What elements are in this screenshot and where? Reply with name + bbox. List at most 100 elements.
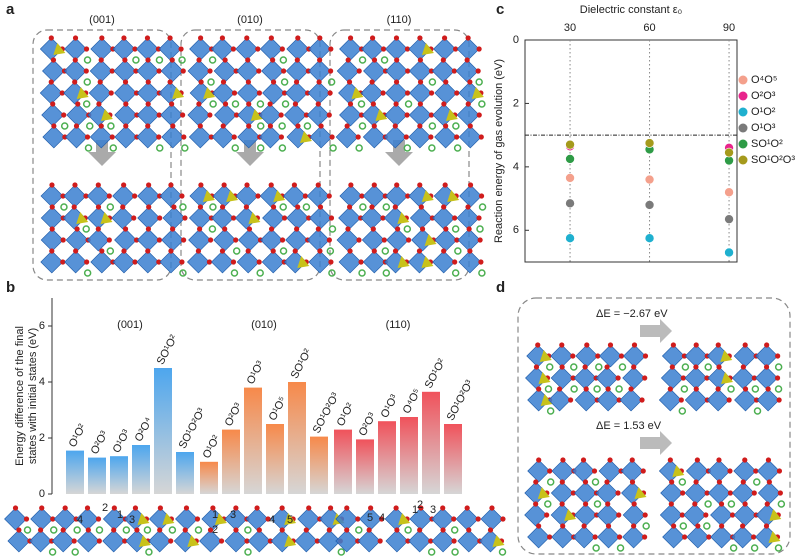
facet-label: (010) bbox=[237, 14, 263, 26]
polyhedron bbox=[471, 87, 484, 99]
polyhedron bbox=[684, 344, 708, 368]
polyhedron bbox=[284, 513, 297, 525]
atom bbox=[629, 479, 636, 485]
atom bbox=[478, 100, 486, 108]
atom bbox=[279, 505, 285, 511]
y-tick-label: 4 bbox=[513, 161, 519, 173]
atom bbox=[570, 490, 576, 496]
atom bbox=[179, 259, 185, 265]
polyhedron bbox=[634, 487, 647, 499]
polyhedron bbox=[339, 37, 362, 61]
point bbox=[565, 139, 575, 150]
atom bbox=[267, 101, 273, 107]
atom bbox=[500, 516, 506, 522]
atom bbox=[267, 123, 274, 129]
polyhedron bbox=[456, 103, 480, 127]
atom bbox=[428, 122, 437, 130]
atom bbox=[180, 112, 186, 118]
polyhedron bbox=[434, 228, 458, 252]
atom bbox=[406, 237, 412, 243]
atom bbox=[466, 226, 472, 232]
atom bbox=[695, 523, 701, 529]
polyhedron bbox=[282, 184, 306, 208]
polyhedron bbox=[706, 388, 730, 412]
polyhedron bbox=[175, 507, 198, 531]
atom bbox=[246, 101, 252, 107]
bar-label: O¹O³ bbox=[245, 359, 267, 387]
atom bbox=[642, 534, 648, 540]
atom bbox=[544, 385, 553, 393]
y-tick-label: 0 bbox=[513, 34, 519, 46]
atom bbox=[359, 193, 365, 199]
atom bbox=[233, 527, 239, 533]
atom bbox=[559, 479, 565, 485]
atom bbox=[631, 523, 637, 529]
polyhedron bbox=[308, 59, 332, 83]
polyhedron bbox=[306, 184, 330, 208]
polyhedron bbox=[619, 388, 643, 412]
atom bbox=[467, 79, 473, 85]
atom bbox=[169, 101, 175, 107]
legend-marker bbox=[738, 75, 748, 85]
atom bbox=[134, 527, 140, 533]
atom bbox=[467, 123, 473, 129]
atom bbox=[132, 505, 139, 511]
atom bbox=[207, 68, 213, 74]
atom bbox=[194, 526, 203, 534]
atom bbox=[51, 123, 57, 129]
polyhedron bbox=[76, 212, 89, 224]
bar-label: O²O³ bbox=[223, 401, 245, 429]
atom bbox=[256, 90, 263, 96]
bar-label: SO¹O² bbox=[423, 357, 449, 391]
atom bbox=[618, 353, 625, 359]
polyhedron bbox=[397, 212, 410, 224]
polyhedron bbox=[40, 250, 64, 274]
atom bbox=[98, 123, 104, 129]
atom bbox=[428, 68, 435, 74]
bar-label: O¹O² bbox=[201, 433, 223, 461]
atom bbox=[145, 79, 151, 85]
polyhedron bbox=[210, 37, 234, 61]
atom bbox=[476, 215, 482, 221]
polyhedron bbox=[262, 81, 285, 105]
atom bbox=[132, 56, 140, 64]
atom bbox=[394, 182, 400, 188]
polyhedron bbox=[421, 190, 434, 202]
atom bbox=[441, 35, 448, 41]
atom bbox=[132, 46, 138, 52]
polyhedron bbox=[4, 507, 27, 531]
atom bbox=[405, 68, 411, 74]
atom bbox=[751, 490, 757, 496]
atom bbox=[109, 144, 118, 152]
point bbox=[724, 247, 734, 258]
energy-label: ΔE = −2.67 eV bbox=[596, 308, 668, 320]
x-axis-label: Dielectric constant ε₀ bbox=[580, 4, 682, 16]
y-tick-label: 2 bbox=[39, 432, 45, 444]
atom bbox=[303, 527, 309, 533]
atom bbox=[302, 203, 311, 211]
atom bbox=[775, 353, 781, 359]
atom bbox=[279, 46, 285, 52]
atom bbox=[178, 46, 184, 52]
atom bbox=[628, 386, 634, 392]
atom bbox=[145, 248, 151, 254]
atom bbox=[179, 269, 187, 277]
atom bbox=[615, 490, 621, 496]
polyhedron bbox=[720, 350, 733, 362]
atom bbox=[669, 479, 675, 485]
atom bbox=[535, 342, 541, 348]
atom bbox=[693, 479, 699, 485]
atom bbox=[452, 46, 459, 52]
atom bbox=[693, 386, 699, 392]
atom bbox=[371, 248, 377, 254]
polyhedron bbox=[424, 234, 437, 246]
atom bbox=[371, 57, 378, 63]
polyhedron bbox=[136, 37, 159, 61]
group-label: (110) bbox=[386, 319, 411, 331]
atom bbox=[306, 505, 312, 511]
polyhedron bbox=[550, 366, 574, 390]
atom bbox=[369, 204, 375, 210]
atom bbox=[763, 523, 770, 529]
atom bbox=[618, 363, 627, 371]
polyhedron bbox=[527, 525, 551, 549]
